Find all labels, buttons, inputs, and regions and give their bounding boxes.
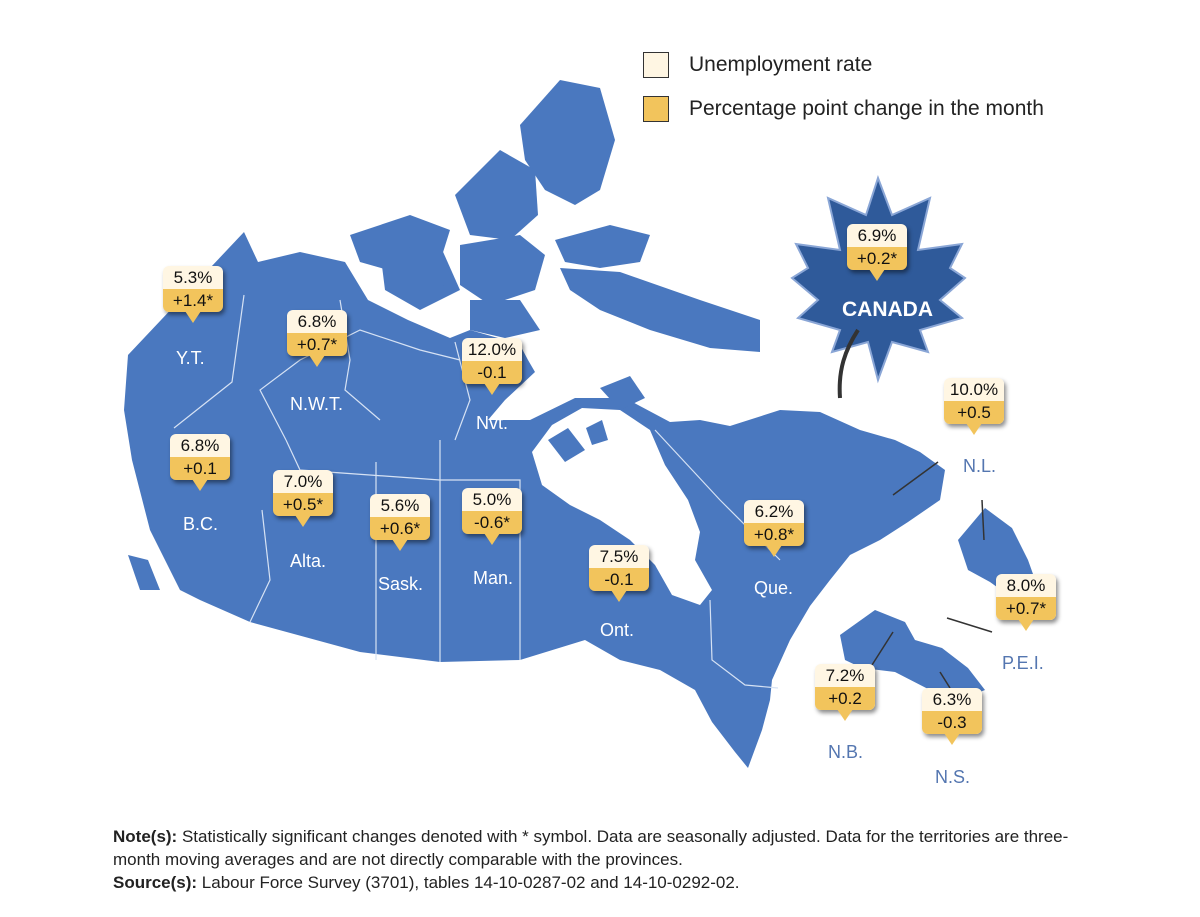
callout-pointer [295,515,311,527]
label-nb: N.B. [828,742,864,762]
source-text: Labour Force Survey (3701), tables 14-10… [197,873,740,892]
callout-pointer [185,311,201,323]
note-text: Statistically significant changes denote… [113,827,1069,869]
rate-nvt: 12.0% [462,338,522,361]
legend-swatch-rate [643,52,669,78]
callout-pointer [1018,619,1034,631]
callout-pointer [484,533,500,545]
label-sask: Sask. [378,574,424,594]
label-yt: Y.T. [176,348,205,368]
change-ns: -0.3 [922,711,982,734]
rate-ont: 7.5% [589,545,649,568]
change-nvt: -0.1 [462,361,522,384]
change-sask: +0.6* [370,517,430,540]
callout-nl: 10.0% +0.5 [944,378,1004,435]
change-ont: -0.1 [589,568,649,591]
callout-pointer [192,479,208,491]
callout-pointer [766,545,782,557]
rate-canada: 6.9% [847,224,907,247]
callout-pointer [392,539,408,551]
mainland-shape [124,232,945,768]
rate-ns: 6.3% [922,688,982,711]
arctic-islands [350,80,760,462]
change-nl: +0.5 [944,401,1004,424]
maple-leaf-stem [837,328,860,399]
callout-yt: 5.3% +1.4* [163,266,223,323]
change-que: +0.8* [744,523,804,546]
rate-nl: 10.0% [944,378,1004,401]
label-nvt: Nvt. [476,413,509,433]
label-nwt: N.W.T. [290,394,343,414]
note-heading: Note(s): [113,827,178,846]
leader-lines [871,461,993,689]
callout-pointer [309,355,325,367]
rate-nwt: 6.8% [287,310,347,333]
notes-block: Note(s): Statistically significant chang… [113,825,1113,894]
change-canada: +0.2* [847,247,907,270]
label-canada: CANADA [842,298,933,321]
label-pei: P.E.I. [1002,653,1044,673]
label-ns: N.S. [935,767,971,787]
callout-alta: 7.0% +0.5* [273,470,333,527]
legend-label-rate: Unemployment rate [689,53,873,76]
change-bc: +0.1 [170,457,230,480]
callout-pointer [944,733,960,745]
label-alta: Alta. [290,551,327,571]
change-nb: +0.2 [815,687,875,710]
change-yt: +1.4* [163,289,223,312]
change-pei: +0.7* [996,597,1056,620]
callout-pointer [869,269,885,281]
callout-nvt: 12.0% -0.1 [462,338,522,395]
hudson-bay [532,408,712,605]
rate-bc: 6.8% [170,434,230,457]
change-man: -0.6* [462,511,522,534]
callout-nwt: 6.8% +0.7* [287,310,347,367]
callout-pointer [837,709,853,721]
callout-pei: 8.0% +0.7* [996,574,1056,631]
rate-alta: 7.0% [273,470,333,493]
label-ont: Ont. [600,620,635,640]
legend-item-rate: Unemployment rate [643,52,872,78]
legend-item-change: Percentage point change in the month [643,96,1044,122]
legend-swatch-change [643,96,669,122]
rate-nb: 7.2% [815,664,875,687]
rate-que: 6.2% [744,500,804,523]
source-heading: Source(s): [113,873,198,892]
note-line: Note(s): Statistically significant chang… [113,825,1113,871]
label-bc: B.C. [183,514,219,534]
callout-man: 5.0% -0.6* [462,488,522,545]
rate-sask: 5.6% [370,494,430,517]
rate-yt: 5.3% [163,266,223,289]
label-nl: N.L. [963,456,997,476]
maritimes-shape [840,610,985,700]
callout-pointer [484,383,500,395]
callout-que: 6.2% +0.8* [744,500,804,557]
callout-ns: 6.3% -0.3 [922,688,982,745]
source-line: Source(s): Labour Force Survey (3701), t… [113,871,1113,894]
callout-bc: 6.8% +0.1 [170,434,230,491]
callout-pointer [611,590,627,602]
rate-pei: 8.0% [996,574,1056,597]
rate-man: 5.0% [462,488,522,511]
label-que: Que. [754,578,794,598]
label-man: Man. [473,568,514,588]
callout-canada: 6.9% +0.2* [847,224,907,281]
callout-ont: 7.5% -0.1 [589,545,649,602]
callout-nb: 7.2% +0.2 [815,664,875,721]
legend-label-change: Percentage point change in the month [689,97,1044,120]
callout-sask: 5.6% +0.6* [370,494,430,551]
change-nwt: +0.7* [287,333,347,356]
vancouver-island [128,555,160,590]
change-alta: +0.5* [273,493,333,516]
callout-pointer [966,423,982,435]
